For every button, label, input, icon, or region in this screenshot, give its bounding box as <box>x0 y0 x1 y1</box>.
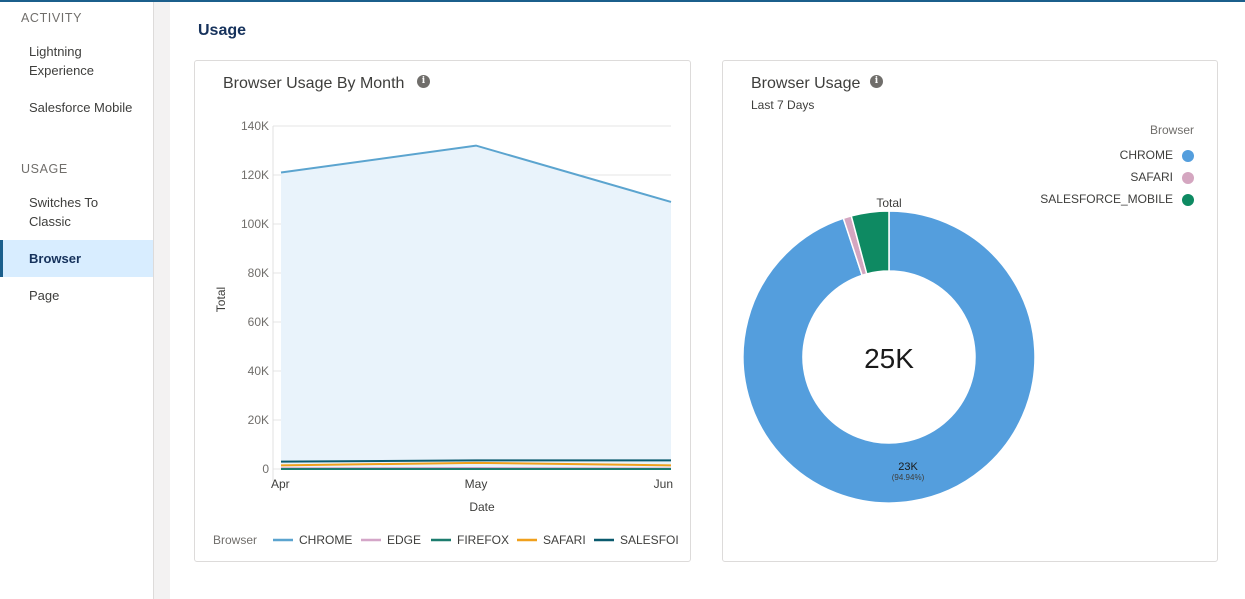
sidebar-section-activity: ACTIVITY <box>21 11 83 25</box>
y-tick-label: 60K <box>248 315 269 329</box>
y-tick-label: 0 <box>262 462 269 476</box>
y-tick-label: 120K <box>241 168 269 182</box>
y-tick-label: 80K <box>248 266 269 280</box>
page-title: Usage <box>198 22 247 39</box>
legend-label: CHROME <box>1119 148 1173 162</box>
legend-label: EDGE <box>387 533 421 547</box>
chrome-area-fill <box>281 145 671 469</box>
sidebar: ACTIVITY Lightning Experience Salesforce… <box>0 2 154 599</box>
sidebar-item-browser[interactable]: Browser <box>0 240 153 277</box>
x-axis-label: Date <box>469 500 495 514</box>
x-tick-label: May <box>465 477 488 491</box>
y-tick-label: 140K <box>241 119 269 133</box>
donut-slice-salesforce-mobile <box>850 210 890 275</box>
series-line-safari <box>280 461 672 467</box>
browser-usage-by-month-title: Browser Usage By Month <box>223 75 405 92</box>
x-tick-label: Jun <box>654 477 673 491</box>
y-tick-label: 40K <box>248 364 269 378</box>
browser-usage-by-month-card: Browser Usage By Month i 0 20K 40K 60K 80K 10… <box>194 60 691 562</box>
info-icon[interactable]: i <box>417 75 430 88</box>
sidebar-section-usage: USAGE <box>21 162 68 176</box>
legend-swatch <box>1182 149 1194 162</box>
legend-title: Browser <box>213 533 257 547</box>
legend-swatch <box>1182 171 1194 184</box>
y-tick-label: 100K <box>241 217 269 231</box>
y-tick-label: 20K <box>248 413 269 427</box>
browser-usage-by-month-chart: 0 20K 40K 60K 80K 100K 120K 140K Apr May Jun Date To… <box>213 119 679 547</box>
donut-slice-value-label: 23K <box>898 461 918 473</box>
donut-center-total: 25K <box>864 343 914 374</box>
donut-slice-percent-label: (94.94%) <box>892 473 925 482</box>
sidebar-item-switches-to-classic[interactable]: Switches To Classic <box>29 195 99 229</box>
legend-label: SALESFOI <box>620 533 679 547</box>
legend-label: SAFARI <box>543 533 586 547</box>
legend-label: CHROME <box>299 533 352 547</box>
browser-usage-card: Browser Usage i Last 7 Days Total 25K 23K(… <box>722 60 1218 562</box>
series-line-salesforce-mobile <box>280 459 671 463</box>
legend-label: SAFARI <box>1130 170 1173 184</box>
legend-label: SALESFORCE_MOBILE <box>1040 192 1173 206</box>
top-accent-line <box>0 0 1245 2</box>
legend-label: FIREFOX <box>457 533 509 547</box>
info-icon[interactable]: i <box>870 75 883 88</box>
x-tick-label: Apr <box>271 477 290 491</box>
donut-slice-chrome <box>742 210 1036 504</box>
donut-legend: Browser CHROME SAFARI SALESFORCE_MOBILE <box>1023 119 1194 209</box>
sidebar-item-lightning-experience[interactable]: Lightning Experience <box>29 44 95 78</box>
donut-ring-title: Total <box>876 196 901 210</box>
browser-usage-subtitle: Last 7 Days <box>751 98 815 112</box>
sidebar-gutter <box>154 2 170 599</box>
browser-usage-title: Browser Usage <box>751 75 861 92</box>
donut-legend-title: Browser <box>1149 123 1194 137</box>
sidebar-item-salesforce-mobile[interactable]: Salesforce Mobile <box>29 100 133 115</box>
donut-legend-item-chrome[interactable]: CHROME <box>1120 148 1194 162</box>
donut-legend-item-safari[interactable]: SAFARI <box>1130 170 1194 184</box>
legend-swatch <box>1182 193 1194 206</box>
series-line-chrome <box>280 144 672 203</box>
donut-legend-item-salesforce-mobile[interactable]: SALESFORCE_MOBILE <box>1040 192 1194 206</box>
browser-usage-donut-chart: Total 25K 23K(94.94%) <box>742 196 1036 504</box>
sidebar-item-page[interactable]: Page <box>29 288 60 303</box>
y-axis-label: Total <box>214 287 228 312</box>
